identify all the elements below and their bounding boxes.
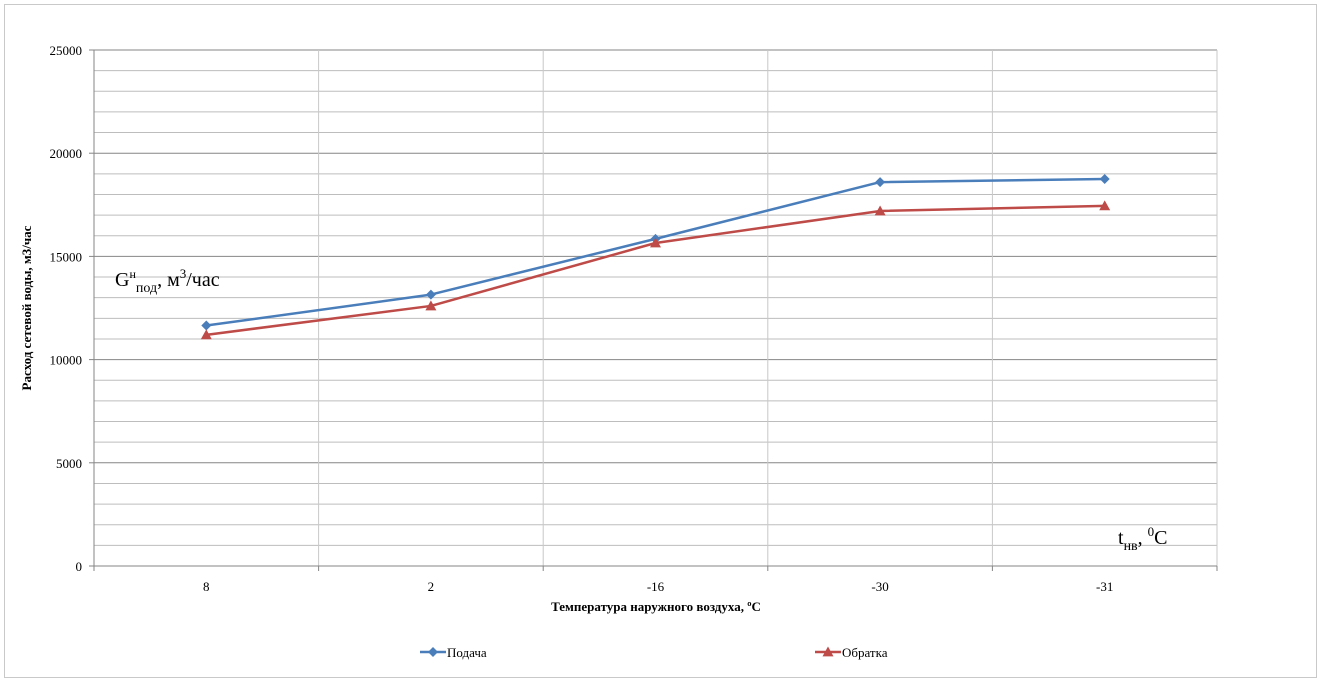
x-tick-labels: 8 2 -16 -30 -31 xyxy=(203,579,1113,594)
data-point xyxy=(1099,174,1110,184)
y-tick-label: 0 xyxy=(76,559,83,574)
data-point xyxy=(425,289,436,300)
data-point xyxy=(875,177,886,188)
data-point xyxy=(1099,200,1111,211)
x-tick-label: -16 xyxy=(647,579,665,594)
y-axis-title: Расход сетевой воды, м3/час xyxy=(19,225,34,390)
legend-marker xyxy=(428,647,438,657)
data-point xyxy=(650,237,661,248)
x-tick-label: -30 xyxy=(871,579,888,594)
x-tick-label: 8 xyxy=(203,579,210,594)
data-point xyxy=(874,205,886,216)
series-line xyxy=(206,204,1105,337)
legend-item-2: Обратка xyxy=(815,645,888,660)
data-point xyxy=(201,320,212,331)
legend-label: Подача xyxy=(447,645,487,660)
legend: Подача Обратка xyxy=(420,645,888,660)
series-line xyxy=(206,177,1105,327)
y-tick-label: 10000 xyxy=(50,353,83,368)
data-point xyxy=(425,300,437,311)
y-tick-label: 5000 xyxy=(56,456,82,471)
y-tick-label: 15000 xyxy=(50,249,83,264)
x-tick-label: -31 xyxy=(1096,579,1113,594)
series-layer xyxy=(200,174,1111,340)
y-tick-label: 25000 xyxy=(50,43,83,58)
legend-label: Обратка xyxy=(842,645,888,660)
series-2 xyxy=(200,200,1111,340)
series-1 xyxy=(201,174,1110,331)
data-point xyxy=(200,329,212,340)
x-axis-title: Температура наружного воздуха, ºС xyxy=(551,599,761,614)
legend-item-1: Подача xyxy=(420,645,487,660)
y-unit-annotation: Gнпод, м3/час xyxy=(115,266,220,296)
x-unit-annotation: tнв, 0С xyxy=(1118,524,1168,554)
y-tick-label: 20000 xyxy=(50,146,83,161)
legend-marker xyxy=(822,646,834,657)
x-tick-label: 2 xyxy=(428,579,435,594)
y-tick-labels: 0 5000 10000 15000 20000 25000 xyxy=(50,43,83,574)
grid-lines xyxy=(89,49,1218,571)
